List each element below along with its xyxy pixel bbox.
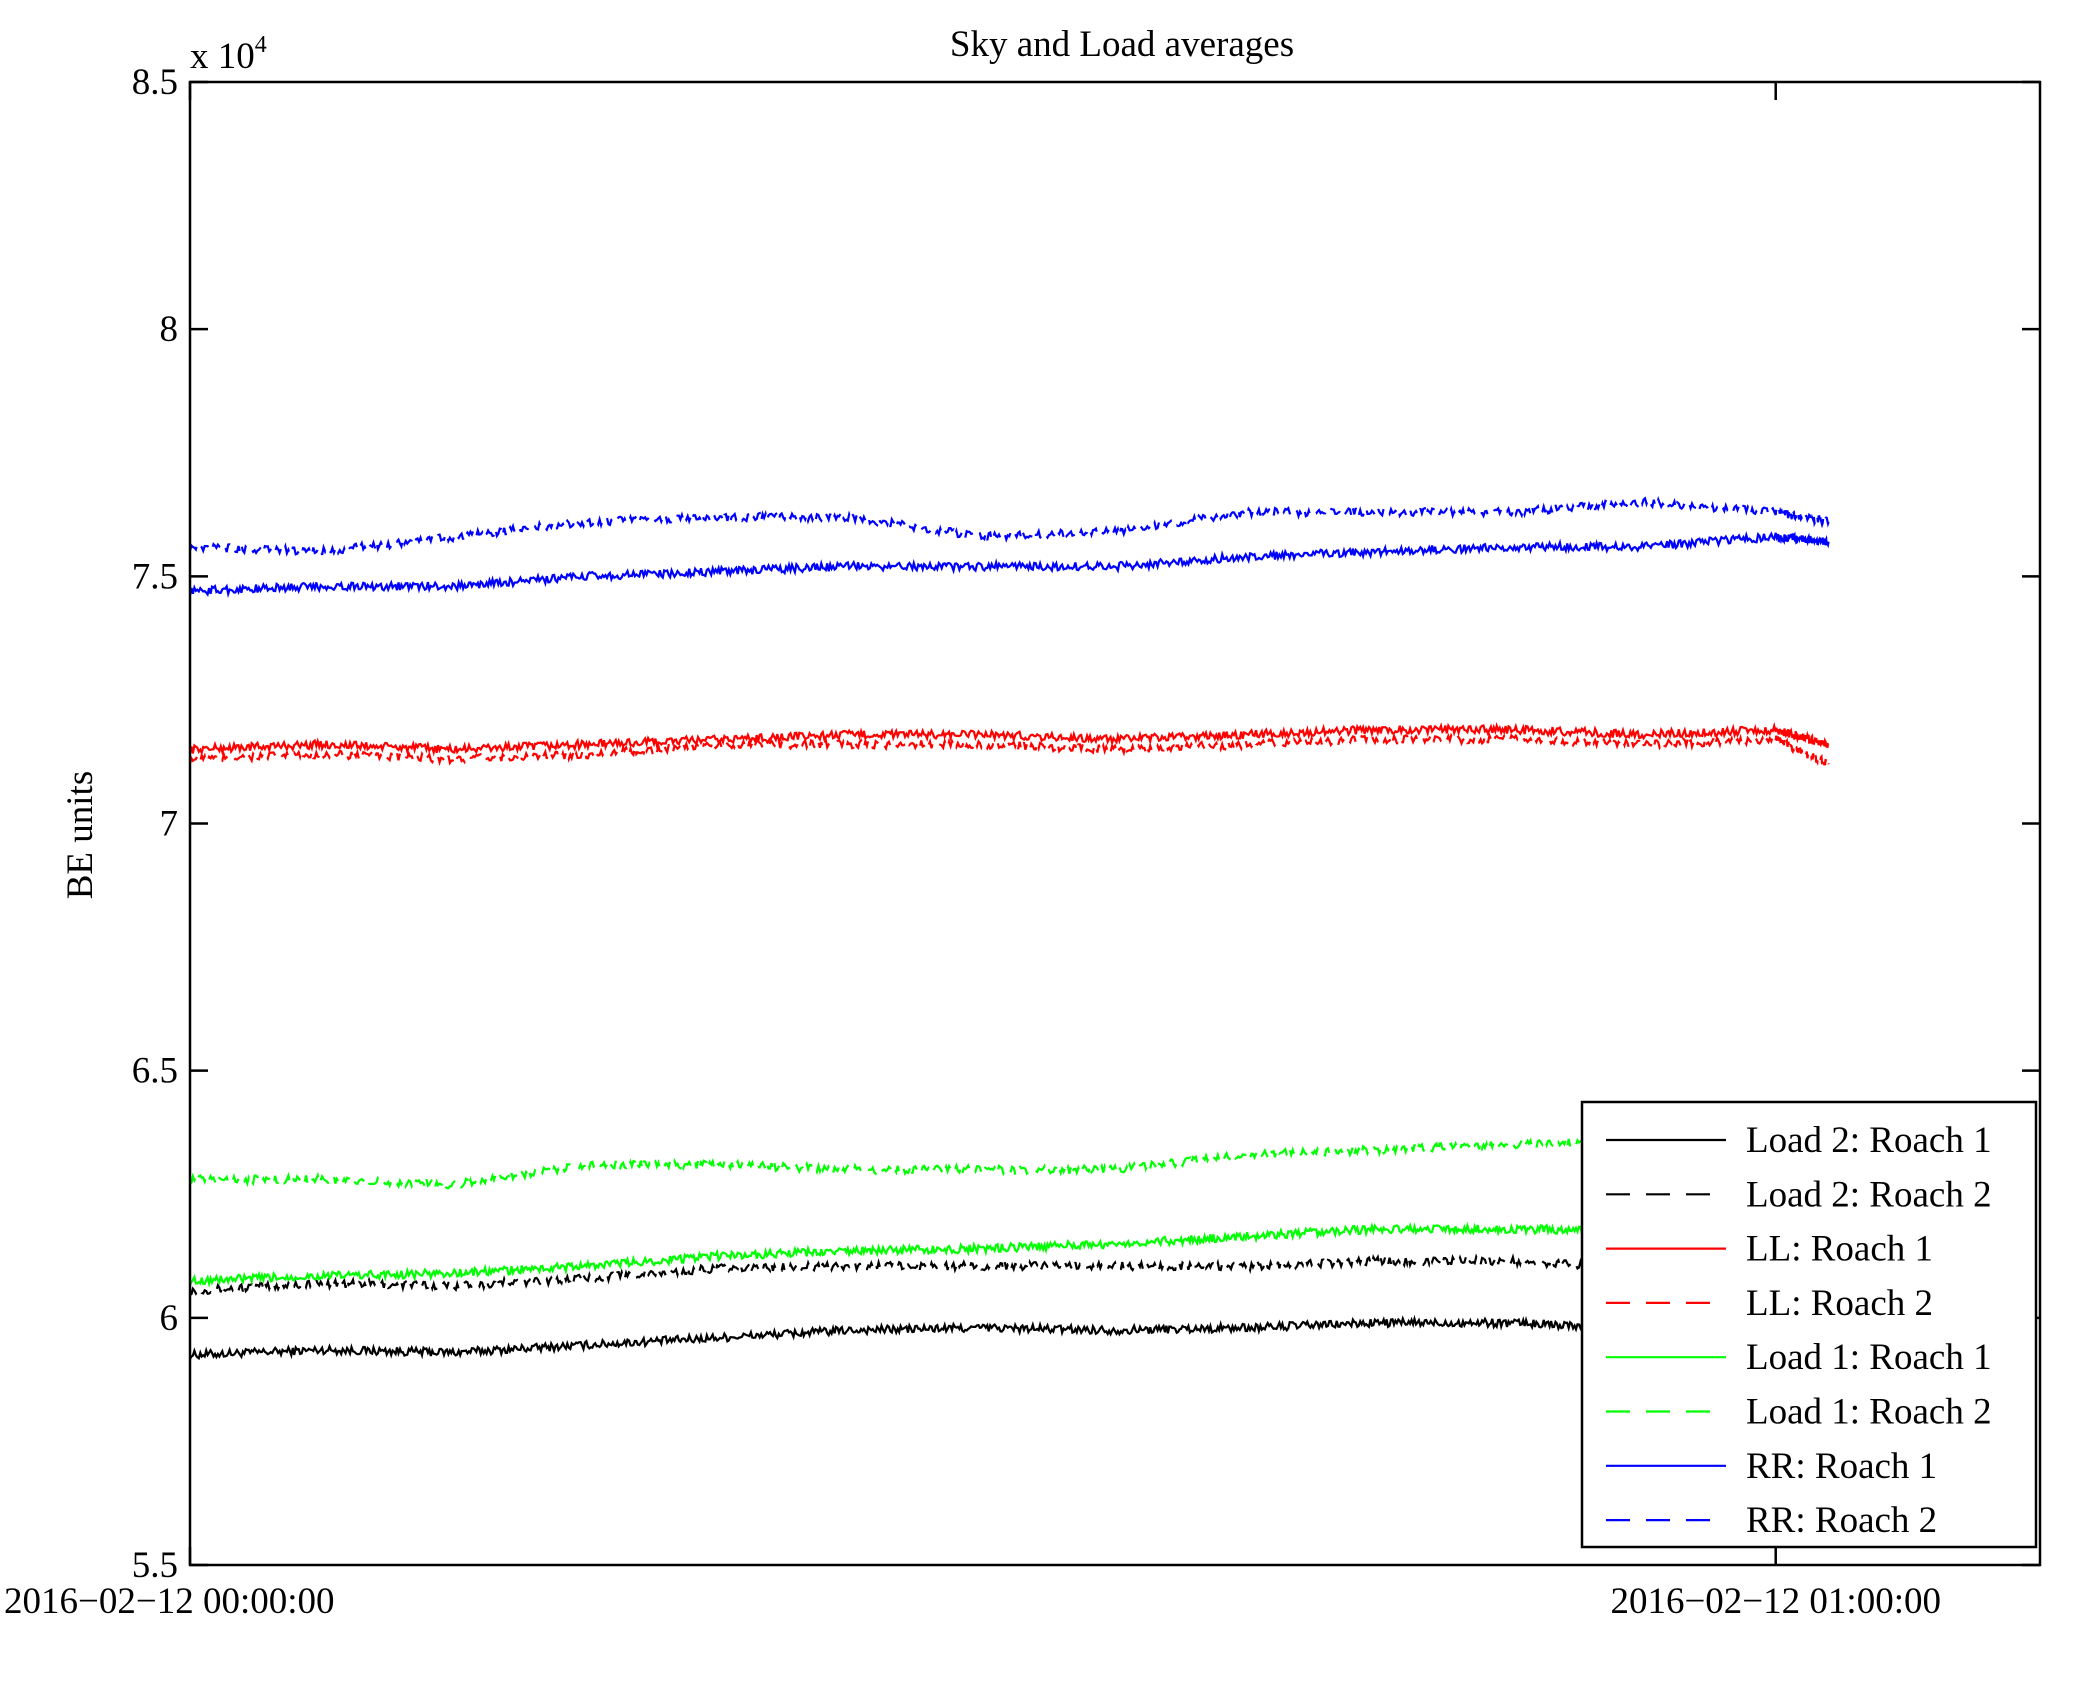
legend: Load 2: Roach 1 Load 2: Roach 2 LL: Roach … (1580, 1100, 2038, 1549)
legend-label-ll-roach-1: LL: Roach 1 (1746, 1229, 1933, 1270)
legend-label-ll-roach-2: LL: Roach 2 (1746, 1283, 1933, 1324)
y-axis-multiplier: x 104 (190, 32, 267, 77)
legend-label-rr-roach-2: RR: Roach 2 (1746, 1500, 1937, 1541)
series-line-rr-roach-1 (188, 530, 1830, 599)
series-line-rr-roach-2 (188, 496, 1830, 559)
x-tick-label: 2016−02−12 01:00:00 (1610, 1581, 1941, 1622)
legend-box (1580, 1100, 2038, 1549)
legend-label-load-1-roach-1: Load 1: Roach 1 (1746, 1337, 1992, 1378)
y-ticks: 5.5 6 6.5 7 7.5 8 8.5 (132, 62, 2040, 1586)
y-tick-label: 7 (160, 804, 179, 845)
y-axis-multiplier-exponent: 4 (255, 32, 267, 58)
y-tick-label: 6.5 (132, 1051, 178, 1092)
legend-label-load-2-roach-1: Load 2: Roach 1 (1746, 1120, 1992, 1161)
legend-label-rr-roach-1: RR: Roach 1 (1746, 1446, 1937, 1487)
legend-label-load-1-roach-2: Load 1: Roach 2 (1746, 1392, 1992, 1433)
y-tick-label: 5.5 (132, 1545, 178, 1586)
x-ticks: 2016−02−12 00:00:00 2016−02−12 01:00:00 (4, 82, 1941, 1622)
series-line-ll-roach-1 (188, 721, 1830, 757)
y-axis-label: BE units (60, 771, 101, 900)
y-tick-label: 7.5 (132, 556, 178, 597)
y-tick-label: 8.5 (132, 62, 178, 103)
series-line-load-1-roach-2 (189, 1133, 1830, 1192)
chart-title: Sky and Load averages (950, 24, 1294, 65)
y-axis-multiplier-base: x 10 (190, 36, 255, 77)
y-tick-label: 6 (160, 1298, 179, 1339)
x-tick-label: 2016−02−12 00:00:00 (4, 1581, 335, 1622)
legend-label-load-2-roach-2: Load 2: Roach 2 (1746, 1174, 1992, 1215)
y-tick-label: 8 (160, 309, 179, 350)
series-line-ll-roach-2 (188, 731, 1830, 769)
